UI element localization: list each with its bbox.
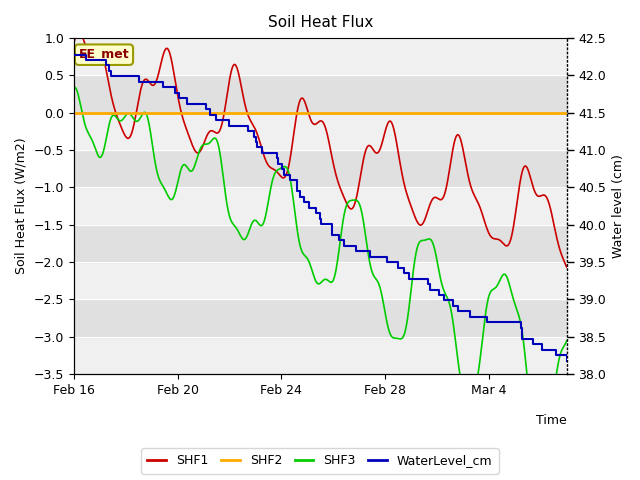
Bar <box>74 262 567 300</box>
Bar <box>74 113 567 150</box>
Y-axis label: Soil Heat Flux (W/m2): Soil Heat Flux (W/m2) <box>15 138 28 275</box>
Bar <box>74 38 567 75</box>
Bar <box>74 75 567 113</box>
Bar <box>74 337 567 374</box>
Bar <box>74 300 567 337</box>
Title: Soil Heat Flux: Soil Heat Flux <box>268 15 373 30</box>
Text: EE_met: EE_met <box>79 48 129 61</box>
Bar <box>74 225 567 262</box>
Bar <box>74 150 567 187</box>
Bar <box>74 187 567 225</box>
Legend: SHF1, SHF2, SHF3, WaterLevel_cm: SHF1, SHF2, SHF3, WaterLevel_cm <box>141 448 499 474</box>
Y-axis label: Water level (cm): Water level (cm) <box>612 154 625 258</box>
Text: Time: Time <box>536 414 567 427</box>
